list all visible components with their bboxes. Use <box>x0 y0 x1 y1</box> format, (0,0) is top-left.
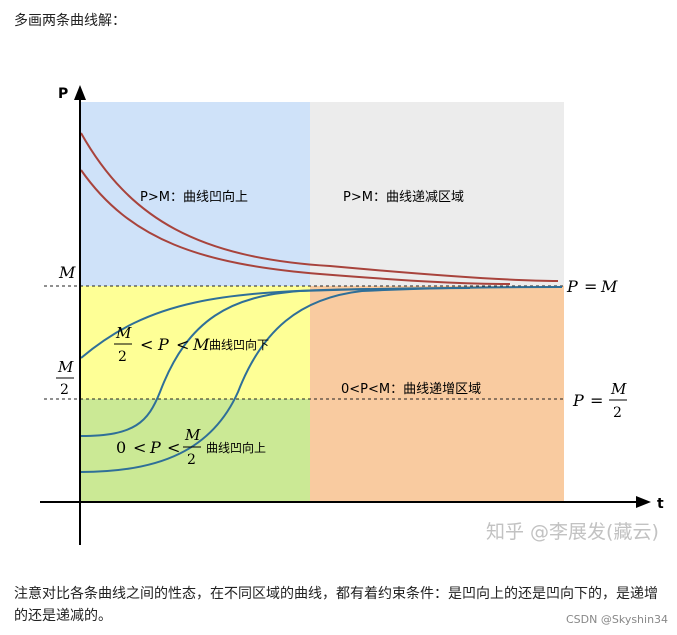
region-lower-left <box>80 399 310 502</box>
region-upper-left <box>80 102 310 286</box>
ineq-lower-num: M <box>184 426 201 444</box>
heading: 多画两条曲线解： <box>14 13 126 29</box>
label-m-frac-den: 2 <box>60 382 69 398</box>
caption: 注意对比各条曲线之间的性态，在不同区域的曲线，都有着约束条件：是凹向上的还是凹向… <box>14 586 658 624</box>
label-m-frac-num: M <box>57 358 74 376</box>
y-axis-arrow-icon <box>74 85 86 100</box>
region-upper-right <box>310 102 564 286</box>
ineq-lower-p: P <box>149 438 161 457</box>
line-label-pm2-den: 2 <box>613 405 622 421</box>
axis-x-label: t <box>657 496 664 512</box>
logistic-curves-figure: P t M M 2 P = M P = M 2 P>M：曲线凹向上 P>M：曲线… <box>40 85 664 545</box>
ineq-upper-lt2: < <box>176 335 189 354</box>
ineq-lower-text: 曲线凹向上 <box>206 440 266 455</box>
curve-red-upper <box>80 132 559 282</box>
line-label-pm2-p: P <box>572 391 584 410</box>
ineq-lower-lt2: < <box>167 438 180 457</box>
ineq-upper-den: 2 <box>118 349 127 365</box>
ineq-upper-text: 曲线凹向下 <box>209 337 269 352</box>
x-axis-arrow-icon <box>636 496 651 508</box>
line-label-pm-eq: = <box>584 277 597 296</box>
curve-blue-3 <box>80 286 563 473</box>
line-label-pm2-num: M <box>610 380 627 398</box>
credit: CSDN @Skyshin34 <box>566 613 669 626</box>
ineq-lower-zero: 0 <box>116 438 126 457</box>
ineq-upper-num: M <box>115 324 132 342</box>
region-right-lower <box>310 286 564 502</box>
curve-red-lower <box>80 169 511 285</box>
region-label-top-left: P>M：曲线凹向上 <box>140 189 248 205</box>
line-label-pm-p: P <box>566 277 578 296</box>
line-label-pm-m: M <box>600 277 618 296</box>
line-label-pm2-eq: = <box>590 391 603 410</box>
ineq-lower-lt1: < <box>133 438 146 457</box>
ineq-upper-m: M <box>192 335 210 354</box>
region-label-mid-right: 0<P<M：曲线递增区域 <box>341 382 481 397</box>
region-middle-left <box>80 286 310 399</box>
ineq-lower-den: 2 <box>187 452 196 468</box>
watermark: 知乎 @李展发(藏云) <box>486 521 659 543</box>
label-m: M <box>58 263 76 282</box>
ineq-upper-p: P <box>157 335 169 354</box>
axis-y-label: P <box>58 86 68 102</box>
ineq-upper-lt1: < <box>140 335 153 354</box>
region-label-top-right: P>M：曲线递减区域 <box>343 190 464 205</box>
